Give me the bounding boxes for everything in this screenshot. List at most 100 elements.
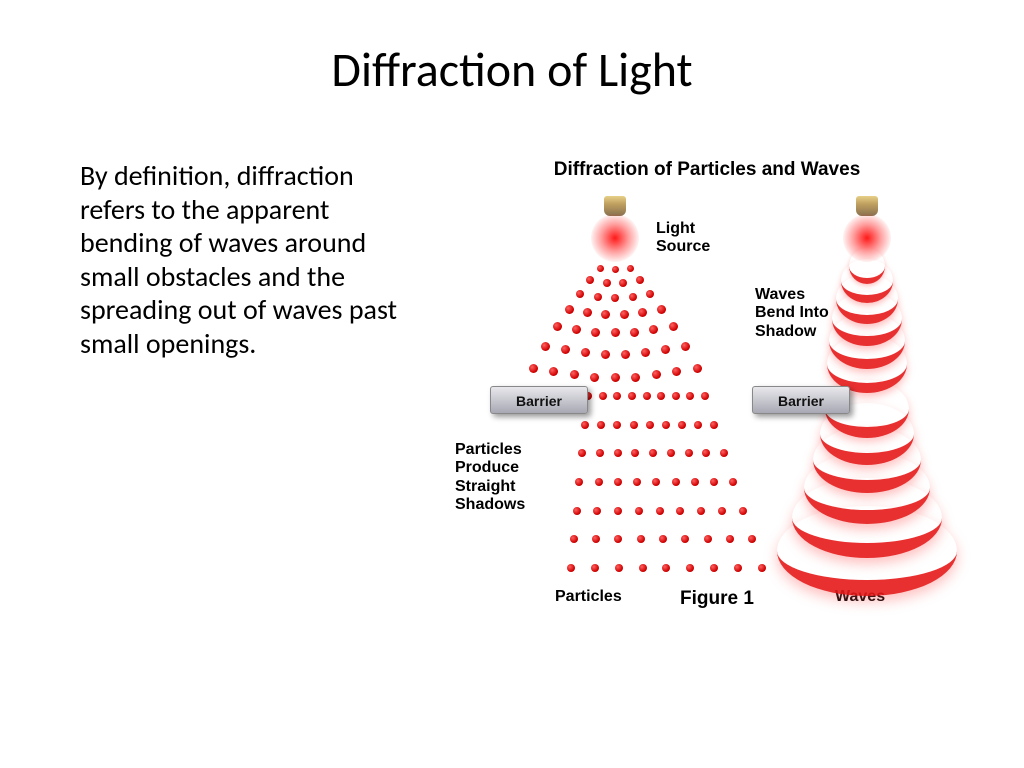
particle-dot [672,367,681,376]
particle-dot [667,449,675,457]
particle-dot [628,392,636,400]
particle-dot [594,293,602,301]
particle-dot [718,507,726,515]
particle-dot [570,535,578,543]
particle-dot [656,507,664,515]
slide-title: Diffraction of Light [50,40,974,99]
particle-dot [657,305,666,314]
body-paragraph: By definition, diffraction refers to the… [60,159,420,361]
particle-dot [702,449,710,457]
particle-dot [613,421,621,429]
label-waves-bend: WavesBend IntoShadow [755,286,829,341]
particle-dot [596,449,604,457]
particle-dot [657,392,665,400]
particle-dot [581,421,589,429]
particle-dot [635,507,643,515]
particle-dot [685,449,693,457]
particle-dot [529,364,538,373]
particle-dot [591,564,599,572]
barrier-right: Barrier [752,386,850,414]
particle-dot [649,449,657,457]
particle-dot [575,478,583,486]
diagram-title: Diffraction of Particles and Waves [440,159,974,181]
particle-dot [627,265,634,272]
particle-dot [669,322,678,331]
particle-dot [739,507,747,515]
particle-dot [576,290,584,298]
text-column: By definition, diffraction refers to the… [50,159,420,616]
particle-dot [581,348,590,357]
particle-dot [591,328,600,337]
wave-arc [777,506,957,596]
particle-dot [693,364,702,373]
particle-dot [595,478,603,486]
particle-dot [601,310,610,319]
particle-dot [681,535,689,543]
particle-dot [726,535,734,543]
particle-dot [541,342,550,351]
particle-dot [676,507,684,515]
particle-dot [734,564,742,572]
particle-dot [615,564,623,572]
barrier-left: Barrier [490,386,588,414]
particle-dot [710,478,718,486]
label-figure: Figure 1 [680,588,754,610]
particle-dot [649,325,658,334]
particle-dot [619,279,627,287]
particle-dot [672,392,680,400]
particle-dot [597,421,605,429]
particle-dot [633,478,641,486]
particle-dot [639,564,647,572]
particle-dot [573,507,581,515]
particle-dot [570,370,579,379]
particle-dot [704,535,712,543]
particle-dot [710,564,718,572]
particle-dot [549,367,558,376]
particle-dot [614,535,622,543]
particle-dot [603,279,611,287]
label-particles: Particles [555,588,622,606]
particle-dot [637,535,645,543]
particle-dot [697,507,705,515]
particle-dot [652,478,660,486]
particle-dot [613,392,621,400]
particle-dot [686,392,694,400]
particle-dot [629,293,637,301]
particle-dot [710,421,718,429]
content-row: By definition, diffraction refers to the… [50,159,974,616]
particle-dot [621,350,630,359]
particle-dot [748,535,756,543]
particle-dot [572,325,581,334]
particle-dot [636,276,644,284]
particle-dot [614,449,622,457]
particle-dot [630,421,638,429]
particle-dot [661,345,670,354]
particle-dot [641,348,650,357]
particle-dot [691,478,699,486]
particle-dot [612,266,619,273]
particle-dot [601,350,610,359]
bulb-glow [591,214,639,262]
diagram-column: Diffraction of Particles and Waves Light… [440,159,974,616]
label-particles-shadows: ParticlesProduceStraightShadows [455,441,525,515]
particle-dot [694,421,702,429]
particle-dot [720,449,728,457]
particle-dot [611,373,620,382]
particle-dot [583,308,592,317]
particle-dot [630,328,639,337]
particle-dot [681,342,690,351]
particle-dot [561,345,570,354]
particle-dot [678,421,686,429]
particle-dot [646,290,654,298]
particle-dot [592,535,600,543]
particle-dot [659,535,667,543]
particle-dot [590,373,599,382]
slide: Diffraction of Light By definition, diff… [0,0,1024,768]
particle-dot [611,294,619,302]
particle-dot [638,308,647,317]
particle-dot [631,449,639,457]
particle-dot [662,421,670,429]
diagram-area: LightSource WavesBend IntoShadow Barrier… [440,196,974,616]
particle-dot [646,421,654,429]
particle-dot [620,310,629,319]
